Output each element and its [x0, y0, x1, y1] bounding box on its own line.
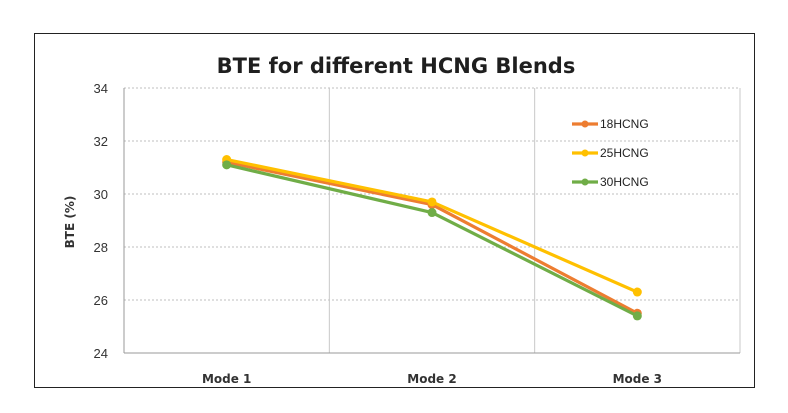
data-point-25HCNG: [632, 287, 642, 297]
grid-lines: [123, 87, 741, 354]
y-tick-label: 26: [94, 293, 108, 308]
legend-label: 18HCNG: [600, 117, 649, 131]
data-point-25HCNG: [427, 197, 437, 207]
legend: 18HCNG 25HCNG 30HCNG: [572, 117, 649, 189]
x-tick-label: Mode 3: [613, 372, 662, 386]
legend-label: 25HCNG: [600, 146, 649, 160]
x-tick-label: Mode 1: [202, 372, 251, 386]
series-group: [222, 155, 642, 321]
legend-label: 30HCNG: [600, 175, 649, 189]
y-axis-label: BTE (%): [63, 196, 77, 249]
legend-marker-30HCNG: [581, 178, 589, 186]
y-tick-label: 30: [94, 187, 108, 202]
y-axis-ticks: 24 26 28 30 32 34: [94, 81, 108, 361]
y-tick-label: 24: [94, 346, 108, 361]
y-tick-label: 28: [94, 240, 108, 255]
data-point-30HCNG: [427, 208, 437, 218]
y-tick-label: 34: [94, 81, 108, 96]
series-line-18HCNG: [225, 160, 639, 315]
series-line-30HCNG: [225, 163, 639, 318]
data-point-30HCNG: [632, 311, 642, 321]
legend-marker-25HCNG: [581, 149, 589, 157]
legend-marker-18HCNG: [581, 120, 589, 128]
chart-title: BTE for different HCNG Blends: [217, 54, 576, 78]
y-tick-label: 32: [94, 134, 108, 149]
data-point-30HCNG: [222, 160, 232, 170]
chart-frame: [34, 33, 755, 388]
x-tick-label: Mode 2: [407, 372, 456, 386]
x-axis-ticks: Mode 1 Mode 2 Mode 3: [202, 372, 662, 386]
